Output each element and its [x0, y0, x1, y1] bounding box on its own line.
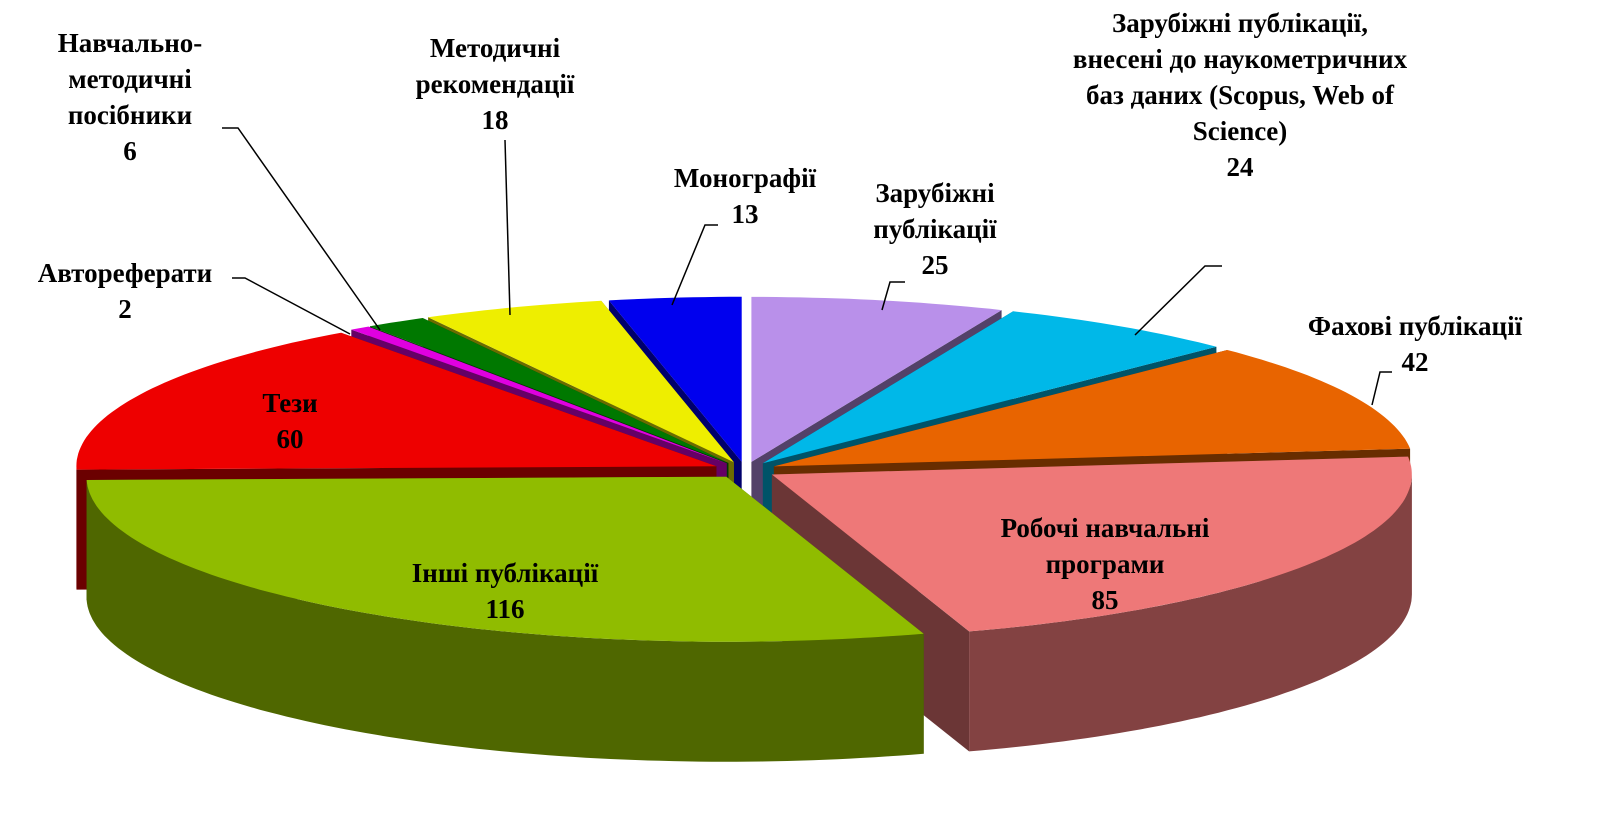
category-label: Автореферати: [37, 258, 213, 288]
value-label: 13: [731, 199, 759, 229]
category-label: Інші публікації: [411, 558, 599, 588]
pie-slice: [771, 456, 1412, 632]
slice-side: [969, 474, 1412, 752]
leader-line: [881, 281, 905, 311]
leader-line: [232, 277, 351, 335]
leader-line: [1371, 371, 1392, 406]
value-label: 25: [921, 250, 949, 280]
pie-slice: [608, 296, 742, 462]
pie-slice: [351, 326, 727, 464]
value-label: 24: [1226, 152, 1254, 182]
leader-line: [222, 127, 381, 331]
data-label: Монографії 13: [645, 160, 845, 232]
pie-slice: [762, 311, 1217, 464]
data-label: Зарубіжні публікації, внесені до наукоме…: [1070, 5, 1410, 185]
data-label: Робочі навчальні програми 85: [960, 510, 1250, 618]
pie-slice: [76, 332, 717, 470]
pie-slice: [369, 318, 729, 463]
data-label: Фахові публікації 42: [1265, 308, 1565, 380]
pie-slice: [751, 296, 1002, 462]
leader-line: [504, 139, 511, 316]
pie-slice: [86, 476, 924, 642]
category-label: Монографії: [673, 163, 817, 193]
data-label: Інші публікації 116: [355, 555, 655, 627]
category-label: Тези: [262, 388, 318, 418]
value-label: 42: [1401, 347, 1429, 377]
value-label: 60: [276, 424, 304, 454]
value-label: 18: [481, 105, 509, 135]
data-label: Тези 60: [215, 385, 365, 457]
value-label: 85: [1091, 585, 1119, 615]
category-label: Робочі навчальні програми: [1000, 513, 1210, 579]
pie-slice: [428, 300, 734, 463]
value-label: 2: [118, 294, 132, 324]
data-label: Навчально-методичні посібники 6: [30, 25, 230, 169]
slices: [76, 296, 1412, 762]
slice-side: [86, 480, 924, 762]
category-label: Методичні рекомендації: [415, 33, 575, 99]
category-label: Фахові публікації: [1307, 311, 1523, 341]
leader-line: [1134, 265, 1222, 336]
pie-slice: [773, 350, 1411, 467]
value-label: 116: [485, 594, 525, 624]
category-label: Зарубіжні публікації, внесені до наукоме…: [1072, 8, 1408, 146]
leader-line: [671, 224, 718, 306]
data-label: Методичні рекомендації 18: [380, 30, 610, 138]
data-label: Автореферати 2: [0, 255, 250, 327]
value-label: 6: [123, 136, 137, 166]
data-label: Зарубіжні публікації 25: [835, 175, 1035, 283]
category-label: Зарубіжні публікації: [873, 178, 997, 244]
category-label: Навчально-методичні посібники: [57, 28, 203, 130]
